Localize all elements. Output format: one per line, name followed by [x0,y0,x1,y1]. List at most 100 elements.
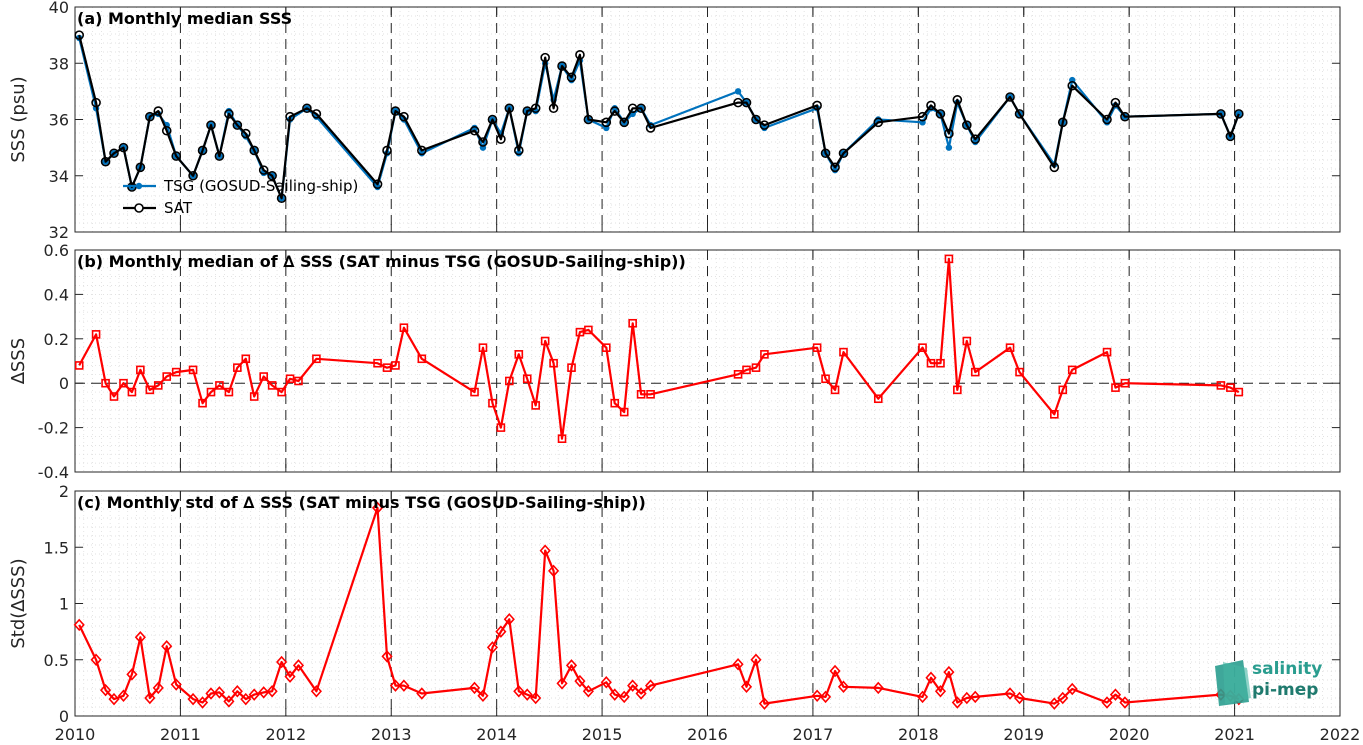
x-tick-label: 2021 [1214,725,1255,744]
data-point [478,343,488,352]
x-tick-label: 2016 [687,725,728,744]
data-point [382,363,392,372]
data-point [583,114,594,125]
data-point [819,690,832,704]
data-point [373,358,382,368]
panel-b: -0.4 -0.2 0 0.2 0.4 0.6 ∆SSS (b) Monthly median… [8,241,1341,482]
data-point [1216,109,1226,119]
data-point [742,365,751,375]
data-point [468,681,481,695]
data-point [1005,343,1015,352]
data-point [1067,365,1077,375]
data-point [925,671,937,684]
data-point [609,106,620,116]
data-point [918,343,927,352]
data-point [1013,691,1026,705]
data-point [382,145,392,156]
data-point [962,336,972,346]
data-point [732,658,744,671]
data-point [488,398,497,408]
data-point [73,618,85,632]
data-point [837,680,850,693]
data-point [399,323,409,333]
data-point [496,134,506,144]
data-point [548,564,560,578]
data-point [496,423,506,432]
data-point [198,398,207,408]
data-point [108,692,120,706]
data-point [109,392,119,401]
data-point [751,363,761,372]
legend-label-tsg: TSG (GOSUD-Sailing-ship) [163,177,358,195]
data-point [399,111,409,122]
data-point [135,162,146,173]
data-point [1110,97,1121,108]
data-point [548,103,559,114]
data-point [514,350,524,359]
x-tick-label: 2019 [1003,725,1044,744]
data-point [609,688,621,701]
data-point [417,354,427,364]
y-tick-label: -0.2 [38,419,69,438]
data-point [610,398,620,408]
data-point [206,120,216,130]
data-point [1005,92,1015,102]
x-tick-label: 2014 [476,725,517,744]
data-point [539,544,551,557]
data-point [248,688,260,701]
x-tick-label: 2011 [160,725,201,744]
data-point [302,103,312,114]
y-axis-label: ∆SSS [8,338,29,385]
data-point [417,145,427,156]
data-point [285,374,295,384]
plot-frame [74,249,1341,473]
data-point [513,685,525,698]
data-point [839,347,848,357]
data-point [276,193,287,204]
data-point [478,137,488,147]
panel-a: 32 34 36 38 40 SSS (psu) (a) Monthly median SS… [8,0,1341,242]
data-point [258,686,270,699]
data-point [600,676,612,689]
data-point [741,97,752,108]
data-point [549,358,558,368]
x-tick-label: 2015 [582,725,623,744]
data-point [951,696,963,709]
x-tick-label: 2022 [1320,725,1361,744]
series-line [78,34,1240,200]
y-tick-label: 1.5 [44,538,69,557]
data-point [821,374,830,384]
data-point [258,165,269,175]
data-point [144,691,156,705]
data-point [267,381,277,390]
data-point [1049,162,1060,173]
data-point [171,151,181,161]
data-point [170,678,182,691]
y-tick-label: 0.4 [44,285,69,304]
data-point [935,109,946,119]
data-point [618,690,630,704]
x-tick-label: 2013 [371,725,412,744]
data-point [74,361,84,370]
data-point [372,179,383,189]
data-point [162,372,172,381]
data-point [90,653,102,666]
data-point [136,365,145,375]
y-tick-label: 0 [59,707,69,726]
data-point [619,117,630,128]
data-point [119,378,128,388]
data-point [310,685,322,698]
data-point [311,109,322,119]
data-point [565,659,578,672]
data-point [134,631,146,644]
data-point [969,690,981,704]
panel-c: 0 0.5 1 1.5 2 Std(∆SSS) (c) Monthly std of ∆ S… [8,482,1341,726]
data-point [241,354,251,364]
data-point [1057,117,1068,128]
data-point [926,100,936,111]
data-point [188,365,198,375]
y-tick-label: 0 [59,374,69,393]
data-point [760,350,769,359]
data-point [197,145,208,156]
data-point [601,117,612,128]
